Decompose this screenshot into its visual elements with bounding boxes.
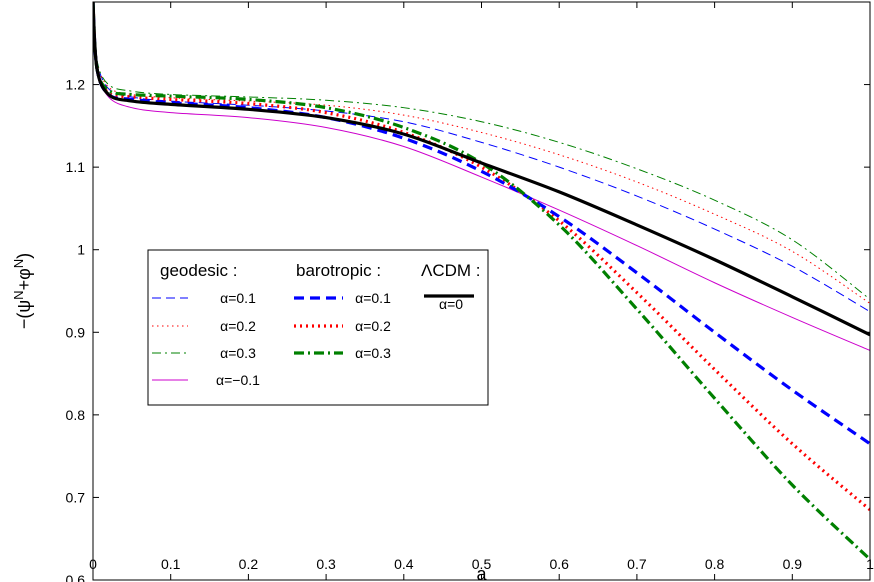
legend-label-g2: α=0.2 xyxy=(220,318,256,334)
legend-title-geodesic: geodesic : xyxy=(160,261,238,280)
y-tick-label: 0.7 xyxy=(66,489,86,505)
legend-label-g1: α=0.1 xyxy=(220,290,256,306)
x-tick-label: 0.4 xyxy=(394,556,414,572)
legend-label-lcdm: α=0 xyxy=(439,296,463,312)
series-line-lcdm xyxy=(93,2,870,337)
series-line-g2 xyxy=(93,2,870,304)
x-tick-label: 0.7 xyxy=(627,556,647,572)
x-tick-label: 0.3 xyxy=(316,556,336,572)
series-line-gm1 xyxy=(93,2,870,351)
legend-label-b3: α=0.3 xyxy=(355,345,391,361)
series-line-g3 xyxy=(93,2,870,300)
series-layer xyxy=(93,2,870,561)
legend-label-gm1: α=−0.1 xyxy=(216,372,260,388)
x-tick-label: 0.2 xyxy=(239,556,259,572)
x-axis-label: a xyxy=(476,564,487,582)
y-tick-label: 0.8 xyxy=(66,407,86,423)
legend-label-b2: α=0.2 xyxy=(355,318,391,334)
y-tick-label: 1.1 xyxy=(66,159,86,175)
x-tick-label: 0.9 xyxy=(783,556,803,572)
legend-title-lcdm: ΛCDM : xyxy=(421,261,481,280)
y-tick-label: 1 xyxy=(77,242,85,258)
x-tick-label: 0.6 xyxy=(549,556,569,572)
y-axis-label: −(ψN+φN) xyxy=(11,253,34,329)
legend-label-b1: α=0.1 xyxy=(355,290,391,306)
series-line-b3 xyxy=(93,2,870,561)
legend: geodesic : barotropic : ΛCDM : α=0.1α=0.… xyxy=(147,249,489,406)
y-tick-label: 0.6 xyxy=(66,572,86,582)
series-line-b2 xyxy=(93,2,870,512)
ticks-layer: 0 0.1 0.2 0.3 0.4 0.5 0.6 0.7 0.8 0.9 1 0.6 0.7 0.8 0.… xyxy=(66,2,874,582)
x-tick-label: 0.8 xyxy=(705,556,725,572)
y-tick-label: 1.2 xyxy=(66,77,86,93)
legend-label-g3: α=0.3 xyxy=(220,345,256,361)
x-tick-label: 0 xyxy=(89,556,97,572)
legend-title-barotropic: barotropic : xyxy=(296,261,381,280)
x-tick-label: 0.1 xyxy=(161,556,181,572)
legend-entries: α=0.1 α=0.2 α=0.3 α=−0.1 α=0.1 α=0.2 α=0.3 α=0 xyxy=(152,290,474,388)
y-tick-label: 0.9 xyxy=(66,324,86,340)
x-tick-label: 1 xyxy=(866,556,874,572)
x-tick-label: 0.5 xyxy=(472,556,492,572)
